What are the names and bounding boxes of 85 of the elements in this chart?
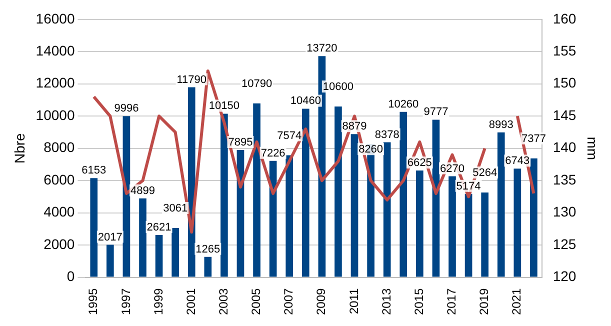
x-tick-label: 1999 xyxy=(151,288,166,316)
data-label: 8879 xyxy=(342,120,367,133)
x-tick-label: 2013 xyxy=(379,288,394,316)
y2-tick-label: 150 xyxy=(552,74,576,91)
y-axis-title: Nbre xyxy=(11,132,28,164)
data-label: 6270 xyxy=(440,162,464,175)
y2-axis-title: mm xyxy=(584,136,601,160)
data-label: 7895 xyxy=(228,136,253,149)
y2-tick-label: 125 xyxy=(552,236,576,252)
y2-tick-label: 145 xyxy=(552,106,576,123)
data-label: 8260 xyxy=(358,144,384,156)
bar xyxy=(497,132,505,277)
bar xyxy=(514,168,522,277)
data-label: 5264 xyxy=(472,166,498,179)
data-label: 10460 xyxy=(290,95,321,108)
data-label: 11790 xyxy=(176,74,207,86)
bar xyxy=(400,112,408,277)
data-label: 1265 xyxy=(196,243,220,256)
bar xyxy=(204,256,212,277)
data-label: 10260 xyxy=(388,98,419,110)
x-tick-label: 1995 xyxy=(86,288,100,316)
y-tick-label: 0 xyxy=(66,268,75,284)
bar xyxy=(122,116,130,277)
data-label: 2017 xyxy=(98,231,122,244)
y-tick-label: 16000 xyxy=(36,10,75,26)
x-tick-label: 2003 xyxy=(216,288,231,316)
data-label: 4899 xyxy=(130,184,155,197)
data-label: 8378 xyxy=(374,128,400,141)
data-label: 6625 xyxy=(407,157,432,170)
data-label: 10150 xyxy=(208,100,240,112)
bar xyxy=(155,235,163,277)
x-tick-label: 2009 xyxy=(314,288,328,316)
bar xyxy=(383,142,391,277)
bar xyxy=(90,178,98,277)
bar xyxy=(416,170,424,277)
y-tick-label: 14000 xyxy=(36,42,75,58)
y2-tick-label: 140 xyxy=(552,139,576,156)
bar xyxy=(334,106,342,277)
data-label: 9777 xyxy=(424,106,448,118)
x-tick-label: 2017 xyxy=(444,288,459,316)
data-label: 6743 xyxy=(505,155,530,168)
x-tick-label: 2015 xyxy=(412,288,426,316)
bar xyxy=(302,108,310,277)
y-tick-label: 12000 xyxy=(36,74,75,91)
bar xyxy=(286,155,294,277)
x-tick-label: 2011 xyxy=(346,288,361,314)
bar xyxy=(432,120,440,277)
y2-tick-label: 120 xyxy=(552,268,576,284)
data-label: 6153 xyxy=(82,164,106,177)
x-tick-label: 2007 xyxy=(282,288,296,316)
bar xyxy=(172,228,179,277)
y2-tick-label: 155 xyxy=(552,42,576,58)
bar xyxy=(253,103,260,277)
x-tick-label: 2005 xyxy=(249,288,264,316)
x-tick-label: 2019 xyxy=(477,288,492,316)
bar xyxy=(530,158,538,277)
bar xyxy=(464,194,472,277)
y-tick-label: 4000 xyxy=(44,204,75,220)
x-tick-label: 1997 xyxy=(118,288,133,316)
data-label: 7377 xyxy=(521,132,546,145)
data-label: 8993 xyxy=(488,118,514,131)
y-tick-label: 6000 xyxy=(44,171,75,188)
bar xyxy=(139,198,146,277)
bar xyxy=(448,176,456,277)
data-label: 3061 xyxy=(163,202,188,214)
data-label: 7574 xyxy=(277,130,302,142)
data-label: 13720 xyxy=(306,42,338,55)
y-tick-label: 2000 xyxy=(44,236,75,252)
data-label: 10790 xyxy=(241,78,272,90)
y2-tick-label: 135 xyxy=(552,171,576,188)
data-label: 9996 xyxy=(114,102,139,115)
data-label: 10600 xyxy=(322,80,354,93)
data-label: 7226 xyxy=(260,147,286,160)
x-tick-label: 2001 xyxy=(184,288,198,316)
bar xyxy=(220,114,228,277)
y-tick-label: 10000 xyxy=(36,106,75,123)
y-tick-label: 8000 xyxy=(44,139,75,156)
y2-tick-label: 160 xyxy=(552,10,576,26)
bar xyxy=(350,134,358,277)
bar xyxy=(481,192,488,277)
bar xyxy=(106,244,114,277)
y2-tick-label: 130 xyxy=(552,204,576,220)
data-label: 5174 xyxy=(456,180,481,192)
data-label: 2621 xyxy=(146,222,172,234)
x-tick-label: 2021 xyxy=(510,288,524,316)
